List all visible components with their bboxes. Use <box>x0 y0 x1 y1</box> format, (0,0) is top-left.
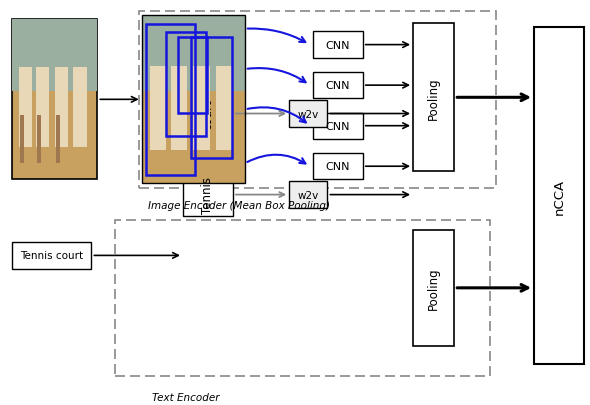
Bar <box>139 12 496 188</box>
Bar <box>183 174 233 216</box>
Bar <box>191 38 232 159</box>
Bar <box>216 66 232 150</box>
Bar <box>19 68 32 148</box>
Bar <box>313 73 363 99</box>
Text: CNN: CNN <box>326 122 350 131</box>
Text: CNN: CNN <box>326 81 350 91</box>
Text: Text Encoder: Text Encoder <box>152 392 219 402</box>
Bar <box>313 113 363 139</box>
Text: Image Encoder (Mean Box Pooling): Image Encoder (Mean Box Pooling) <box>148 200 330 210</box>
Text: nCCA: nCCA <box>552 178 566 214</box>
Text: CNN: CNN <box>326 162 350 172</box>
Bar <box>178 38 206 113</box>
Bar <box>36 68 50 148</box>
Bar <box>313 32 363 59</box>
Text: w2v: w2v <box>297 109 319 119</box>
Bar <box>142 16 245 92</box>
Bar <box>171 66 187 150</box>
Bar <box>20 116 24 164</box>
Bar <box>413 230 454 346</box>
Text: w2v: w2v <box>297 190 319 200</box>
Bar <box>12 243 91 269</box>
Bar <box>289 101 327 128</box>
Text: court: court <box>201 99 215 130</box>
Text: Tennis court: Tennis court <box>20 251 83 261</box>
Bar <box>150 66 166 150</box>
Bar <box>56 116 60 164</box>
Bar <box>289 182 327 208</box>
Bar <box>54 68 68 148</box>
Bar <box>38 116 41 164</box>
Text: CNN: CNN <box>326 40 350 51</box>
Bar <box>142 16 245 184</box>
Bar <box>313 153 363 180</box>
Bar <box>142 16 245 184</box>
Bar <box>183 93 233 135</box>
Bar <box>413 24 454 172</box>
Bar <box>115 220 490 376</box>
Bar <box>12 20 97 180</box>
Bar <box>534 28 584 364</box>
Text: Tennis: Tennis <box>201 177 215 213</box>
Bar <box>146 25 195 176</box>
Text: Pooling: Pooling <box>427 77 440 119</box>
Text: Pooling: Pooling <box>427 267 440 309</box>
Bar <box>166 33 206 137</box>
Bar <box>193 66 210 150</box>
Bar <box>12 20 97 92</box>
Bar <box>73 68 87 148</box>
